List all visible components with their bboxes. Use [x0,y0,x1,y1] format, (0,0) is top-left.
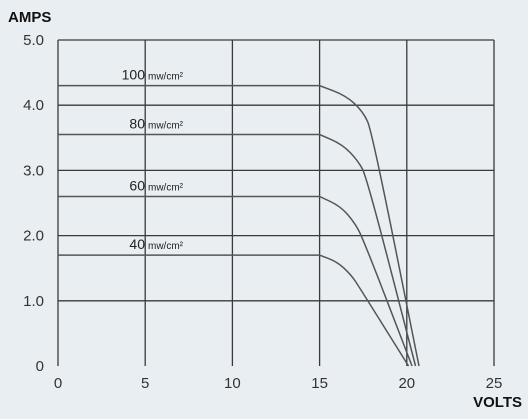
series-unit-label: mw/cm² [148,72,184,83]
x-tick-label: 25 [486,375,503,392]
y-axis-label: AMPS [8,9,51,26]
curve-100-mw [58,84,420,367]
curve-60-mw [58,195,413,367]
curves [58,84,420,367]
y-tick-label: 5.0 [23,32,44,49]
y-tick-label: 3.0 [23,162,44,179]
x-tick-label: 20 [398,375,415,392]
x-tick-label: 5 [141,375,149,392]
series-label-100: 100 [122,67,146,83]
curve-40-mw [58,254,410,367]
y-tick-label: 2.0 [23,228,44,245]
x-tick-label: 15 [311,375,328,392]
series-label-60: 60 [129,177,145,193]
y-tick-label: 4.0 [23,97,44,114]
series-unit-label: mw/cm² [148,121,184,132]
x-tick-label: 10 [224,375,241,392]
x-tick-label: 0 [54,375,62,392]
series-unit-label: mw/cm² [148,241,184,252]
grid-lines [57,39,495,366]
series-label-40: 40 [129,236,145,252]
x-axis-label: VOLTS [473,394,522,411]
series-label-80: 80 [129,116,145,132]
series-unit-label: mw/cm² [148,182,184,193]
y-tick-label: 1.0 [23,293,44,310]
curve-80-mw [58,133,417,367]
y-tick-label: 0 [36,358,44,375]
